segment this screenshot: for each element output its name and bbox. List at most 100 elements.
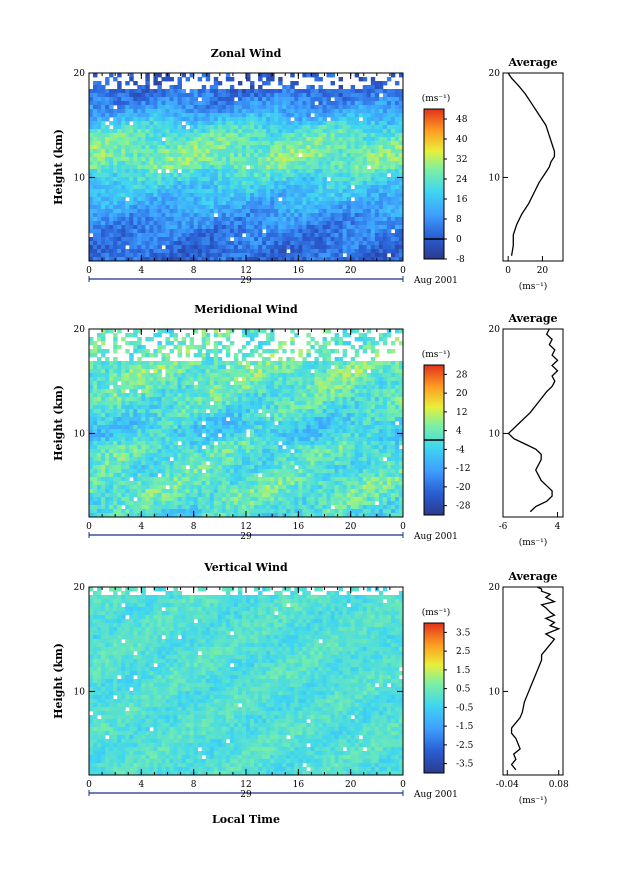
heatmap-cell bbox=[367, 377, 371, 381]
heatmap-cell bbox=[89, 181, 93, 185]
heatmap-cell bbox=[286, 165, 290, 169]
heatmap-cell bbox=[383, 333, 387, 337]
heatmap-cell bbox=[250, 113, 254, 117]
heatmap-cell bbox=[339, 149, 343, 153]
heatmap-cell bbox=[133, 105, 137, 109]
heatmap-cell bbox=[222, 93, 226, 97]
heatmap-cell bbox=[194, 169, 198, 173]
heatmap-cell bbox=[165, 181, 169, 185]
heatmap-cell bbox=[113, 341, 117, 345]
heatmap-cell bbox=[294, 149, 298, 153]
heatmap-cell bbox=[206, 133, 210, 137]
heatmap-cell bbox=[129, 161, 133, 165]
heatmap-cell bbox=[339, 169, 343, 173]
heatmap-cell bbox=[318, 209, 322, 213]
heatmap-cell bbox=[347, 173, 351, 177]
heatmap-cell bbox=[165, 173, 169, 177]
heatmap-cell bbox=[363, 185, 367, 189]
heatmap-cell bbox=[286, 105, 290, 109]
heatmap-cell bbox=[367, 125, 371, 129]
heatmap-cell bbox=[246, 133, 250, 137]
heatmap-cell bbox=[339, 417, 343, 421]
heatmap-cell bbox=[125, 205, 129, 209]
heatmap-cell bbox=[206, 353, 210, 357]
heatmap-cell bbox=[314, 397, 318, 401]
heatmap-cell bbox=[218, 185, 222, 189]
heatmap-cell bbox=[363, 245, 367, 249]
heatmap-cell bbox=[206, 349, 210, 353]
heatmap-cell bbox=[355, 105, 359, 109]
heatmap-cell bbox=[351, 329, 355, 333]
heatmap-cell bbox=[351, 149, 355, 153]
heatmap-cell bbox=[371, 221, 375, 225]
heatmap-cell bbox=[302, 137, 306, 141]
heatmap-cell bbox=[294, 165, 298, 169]
heatmap-cell bbox=[109, 141, 113, 145]
heatmap-cell bbox=[198, 201, 202, 205]
heatmap-cell bbox=[182, 173, 186, 177]
heatmap-cell bbox=[165, 125, 169, 129]
heatmap-cell bbox=[105, 385, 109, 389]
heatmap-cell bbox=[137, 341, 141, 345]
heatmap-cell bbox=[178, 113, 182, 117]
heatmap-cell bbox=[206, 189, 210, 193]
heatmap-cell bbox=[246, 225, 250, 229]
heatmap-cell bbox=[331, 349, 335, 353]
heatmap-cell bbox=[174, 85, 178, 89]
heatmap-cell bbox=[214, 373, 218, 377]
heatmap-cell bbox=[286, 369, 290, 373]
heatmap-cell bbox=[282, 117, 286, 121]
heatmap-cell bbox=[250, 337, 254, 341]
heatmap-cell bbox=[222, 161, 226, 165]
heatmap-cell bbox=[298, 173, 302, 177]
heatmap-cell bbox=[234, 357, 238, 361]
heatmap-cell bbox=[174, 161, 178, 165]
heatmap-cell bbox=[339, 217, 343, 221]
heatmap-cell bbox=[306, 145, 310, 149]
heatmap-cell bbox=[218, 421, 222, 425]
heatmap-cell bbox=[359, 409, 363, 413]
heatmap-cell bbox=[202, 221, 206, 225]
heatmap-cell bbox=[149, 337, 153, 341]
heatmap-cell bbox=[331, 369, 335, 373]
heatmap-cell bbox=[298, 189, 302, 193]
heatmap-cell bbox=[137, 405, 141, 409]
heatmap-cell bbox=[371, 365, 375, 369]
heatmap-cell bbox=[170, 405, 174, 409]
heatmap-cell bbox=[379, 409, 383, 413]
heatmap-cell bbox=[149, 129, 153, 133]
heatmap-cell bbox=[153, 361, 157, 365]
heatmap-cell bbox=[262, 393, 266, 397]
heatmap-cell bbox=[133, 129, 137, 133]
heatmap-cell bbox=[290, 189, 294, 193]
heatmap-cell bbox=[290, 405, 294, 409]
heatmap-cell bbox=[254, 129, 258, 133]
heatmap-cell bbox=[290, 413, 294, 417]
heatmap-cell bbox=[351, 141, 355, 145]
heatmap-cell bbox=[306, 201, 310, 205]
heatmap-cell bbox=[145, 337, 149, 341]
heatmap-cell bbox=[262, 189, 266, 193]
heatmap-cell bbox=[355, 153, 359, 157]
heatmap-cell bbox=[165, 145, 169, 149]
heatmap-cell bbox=[274, 397, 278, 401]
heatmap-cell bbox=[379, 417, 383, 421]
heatmap-cell bbox=[310, 233, 314, 237]
heatmap-cell bbox=[379, 245, 383, 249]
heatmap-cell bbox=[153, 233, 157, 237]
y-tick-label: 10 bbox=[74, 173, 86, 183]
heatmap-cell bbox=[141, 177, 145, 181]
heatmap-cell bbox=[129, 241, 133, 245]
heatmap-cell bbox=[258, 389, 262, 393]
heatmap-cell bbox=[121, 213, 125, 217]
heatmap-cell bbox=[371, 141, 375, 145]
heatmap-cell bbox=[363, 413, 367, 417]
heatmap-cell bbox=[262, 137, 266, 141]
heatmap-cell bbox=[105, 205, 109, 209]
heatmap-cell bbox=[210, 105, 214, 109]
heatmap-cell bbox=[97, 97, 101, 101]
heatmap-cell bbox=[254, 125, 258, 129]
heatmap-cell bbox=[153, 185, 157, 189]
heatmap-cell bbox=[274, 201, 278, 205]
